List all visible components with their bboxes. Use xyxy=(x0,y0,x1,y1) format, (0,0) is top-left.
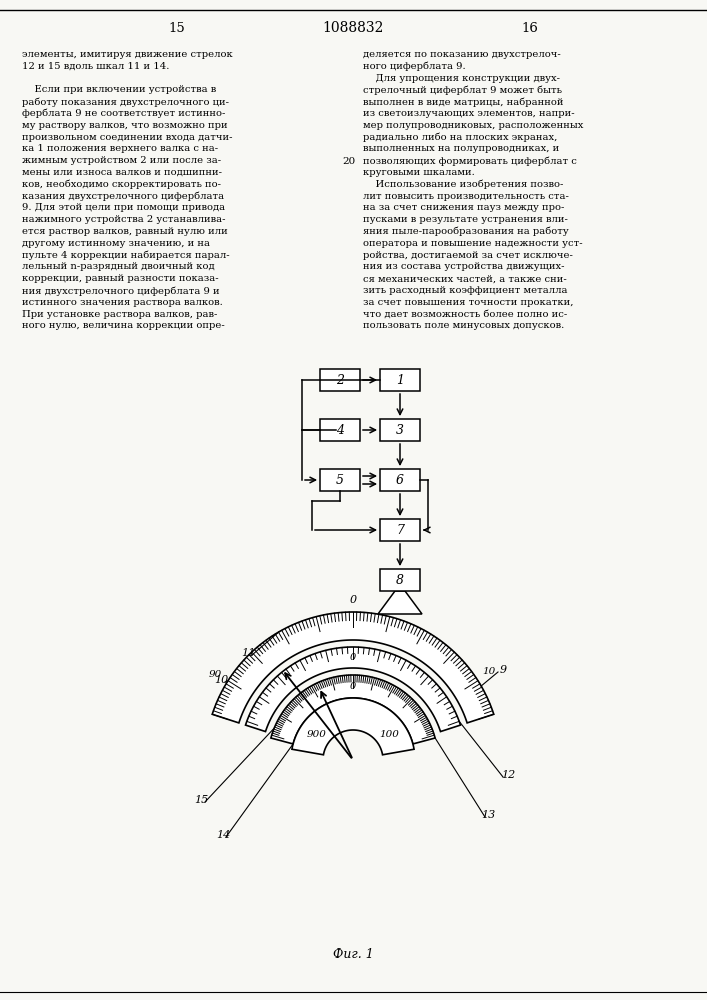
Text: 9. Для этой цели при помощи привода: 9. Для этой цели при помощи привода xyxy=(22,203,225,212)
Bar xyxy=(380,519,420,541)
Text: му раствору валков, что возможно при: му раствору валков, что возможно при xyxy=(22,121,228,130)
Text: 5: 5 xyxy=(336,474,344,487)
Text: ния из состава устройства движущих-: ния из состава устройства движущих- xyxy=(363,262,564,271)
Text: 9: 9 xyxy=(499,665,506,675)
Text: из светоизлучающих элементов, напри-: из светоизлучающих элементов, напри- xyxy=(363,109,575,118)
Text: коррекции, равный разности показа-: коррекции, равный разности показа- xyxy=(22,274,218,283)
Text: позволяющих формировать циферблат с: позволяющих формировать циферблат с xyxy=(363,156,577,166)
Text: 90: 90 xyxy=(209,670,222,679)
Bar xyxy=(320,469,360,491)
Text: нажимного устройства 2 устанавлива-: нажимного устройства 2 устанавлива- xyxy=(22,215,226,224)
Text: выполнен в виде матрицы, набранной: выполнен в виде матрицы, набранной xyxy=(363,97,563,107)
Text: ния двухстрелочного циферблата 9 и: ния двухстрелочного циферблата 9 и xyxy=(22,286,220,296)
Text: Если при включении устройства в: Если при включении устройства в xyxy=(22,85,216,94)
Text: ков, необходимо скорректировать по-: ков, необходимо скорректировать по- xyxy=(22,180,221,189)
Polygon shape xyxy=(245,647,460,732)
Text: ся механических частей, а также сни-: ся механических частей, а также сни- xyxy=(363,274,567,283)
Text: зить расходный коэффициент металла: зить расходный коэффициент металла xyxy=(363,286,568,295)
Text: При установке раствора валков, рав-: При установке раствора валков, рав- xyxy=(22,310,217,319)
Text: 20: 20 xyxy=(343,157,356,166)
Bar xyxy=(380,419,420,441)
Text: за счет повышения точности прокатки,: за счет повышения точности прокатки, xyxy=(363,298,573,307)
Text: произвольном соединении входа датчи-: произвольном соединении входа датчи- xyxy=(22,133,233,142)
Text: 7: 7 xyxy=(396,524,404,536)
Text: 0: 0 xyxy=(350,682,356,691)
Text: пользовать поле минусовых допусков.: пользовать поле минусовых допусков. xyxy=(363,321,564,330)
Text: 4: 4 xyxy=(336,424,344,436)
Text: 10: 10 xyxy=(214,675,228,685)
Text: яния пыле-парообразования на работу: яния пыле-парообразования на работу xyxy=(363,227,568,236)
Text: 14: 14 xyxy=(216,830,230,840)
Text: 12 и 15 вдоль шкал 11 и 14.: 12 и 15 вдоль шкал 11 и 14. xyxy=(22,62,170,71)
Text: 1088832: 1088832 xyxy=(322,21,384,35)
Text: лит повысить производительность ста-: лит повысить производительность ста- xyxy=(363,192,569,201)
Text: ного циферблата 9.: ного циферблата 9. xyxy=(363,62,466,71)
Text: 11: 11 xyxy=(241,648,255,658)
Text: элементы, имитируя движение стрелок: элементы, имитируя движение стрелок xyxy=(22,50,233,59)
Bar xyxy=(320,369,360,391)
Text: 900: 900 xyxy=(307,730,327,739)
Text: истинного значения раствора валков.: истинного значения раствора валков. xyxy=(22,298,223,307)
Text: круговыми шкалами.: круговыми шкалами. xyxy=(363,168,474,177)
Text: оператора и повышение надежности уст-: оператора и повышение надежности уст- xyxy=(363,239,583,248)
Bar xyxy=(380,469,420,491)
Text: радиально либо на плоских экранах,: радиально либо на плоских экранах, xyxy=(363,133,557,142)
Text: пусками в результате устранения вли-: пусками в результате устранения вли- xyxy=(363,215,568,224)
Text: 12: 12 xyxy=(501,770,515,780)
Text: Фиг. 1: Фиг. 1 xyxy=(332,948,373,962)
Text: 1: 1 xyxy=(396,373,404,386)
Text: ка 1 положения верхнего валка с на-: ка 1 положения верхнего валка с на- xyxy=(22,144,218,153)
Text: лельный n-разрядный двоичный код: лельный n-разрядный двоичный код xyxy=(22,262,215,271)
Text: 16: 16 xyxy=(522,21,539,34)
Text: Для упрощения конструкции двух-: Для упрощения конструкции двух- xyxy=(363,74,560,83)
Bar xyxy=(320,419,360,441)
Polygon shape xyxy=(378,591,422,614)
Text: пульте 4 коррекции набирается парал-: пульте 4 коррекции набирается парал- xyxy=(22,251,230,260)
Text: выполненных на полупроводниках, и: выполненных на полупроводниках, и xyxy=(363,144,559,153)
Text: 13: 13 xyxy=(481,810,495,820)
Text: на за счет снижения пауз между про-: на за счет снижения пауз между про- xyxy=(363,203,564,212)
Bar xyxy=(380,369,420,391)
Text: жимным устройством 2 или после за-: жимным устройством 2 или после за- xyxy=(22,156,221,165)
Text: 0: 0 xyxy=(349,595,356,605)
Text: 10: 10 xyxy=(482,667,496,676)
Text: ется раствор валков, равный нулю или: ется раствор валков, равный нулю или xyxy=(22,227,228,236)
Text: 3: 3 xyxy=(396,424,404,436)
Text: стрелочный циферблат 9 может быть: стрелочный циферблат 9 может быть xyxy=(363,85,562,95)
Text: 100: 100 xyxy=(379,730,399,739)
Text: ного нулю, величина коррекции опре-: ного нулю, величина коррекции опре- xyxy=(22,321,225,330)
Text: что дает возможность более полно ис-: что дает возможность более полно ис- xyxy=(363,310,567,319)
Text: 15: 15 xyxy=(194,795,208,805)
Polygon shape xyxy=(271,675,435,744)
Text: мер полупроводниковых, расположенных: мер полупроводниковых, расположенных xyxy=(363,121,583,130)
Text: ройства, достигаемой за счет исключе-: ройства, достигаемой за счет исключе- xyxy=(363,251,573,260)
Polygon shape xyxy=(212,612,493,723)
Text: 6: 6 xyxy=(396,474,404,487)
Text: 0: 0 xyxy=(350,653,356,662)
Text: казания двухстрелочного циферблата: казания двухстрелочного циферблата xyxy=(22,192,224,201)
Text: мены или износа валков и подшипни-: мены или износа валков и подшипни- xyxy=(22,168,222,177)
Polygon shape xyxy=(292,698,414,755)
Bar xyxy=(380,569,420,591)
Text: другому истинному значению, и на: другому истинному значению, и на xyxy=(22,239,210,248)
Text: Использование изобретения позво-: Использование изобретения позво- xyxy=(363,180,563,189)
Text: 15: 15 xyxy=(169,21,185,34)
Text: деляется по показанию двухстрелоч-: деляется по показанию двухстрелоч- xyxy=(363,50,561,59)
Text: 8: 8 xyxy=(396,574,404,586)
Text: 2: 2 xyxy=(336,373,344,386)
Text: ферблата 9 не соответствует истинно-: ферблата 9 не соответствует истинно- xyxy=(22,109,226,118)
Text: работу показания двухстрелочного ци-: работу показания двухстрелочного ци- xyxy=(22,97,229,107)
